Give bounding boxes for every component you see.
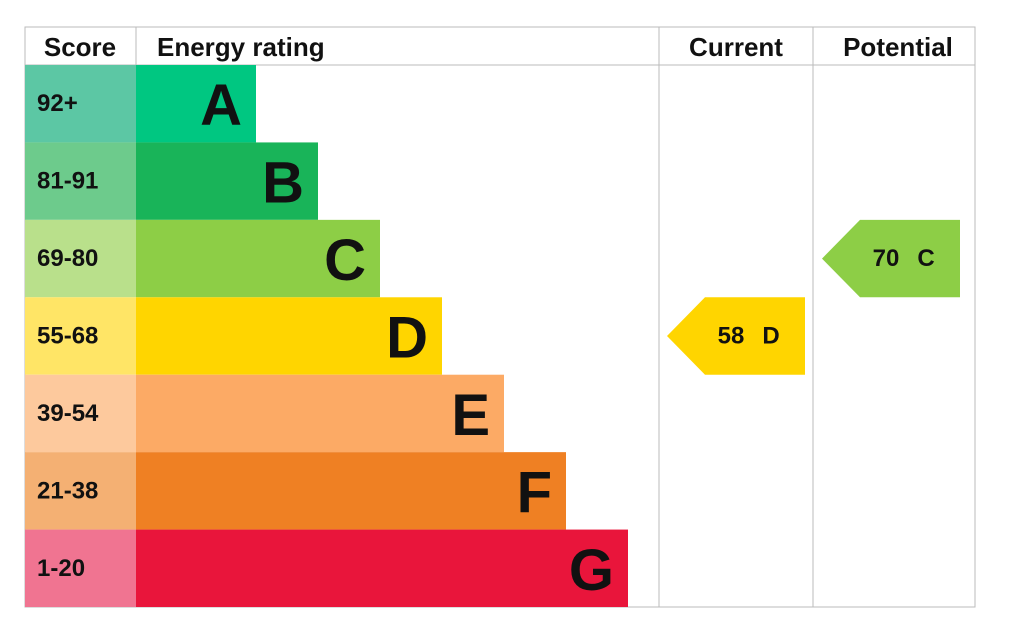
rating-letter: F <box>517 460 552 525</box>
rating-bar <box>136 529 628 607</box>
score-label: 81-91 <box>37 168 98 195</box>
rating-bar <box>136 452 566 530</box>
score-label: 1-20 <box>37 555 85 582</box>
score-cell <box>25 374 136 453</box>
score-label: 39-54 <box>37 400 99 427</box>
header-current: Current <box>689 32 783 62</box>
rating-letter: G <box>569 538 614 603</box>
rating-letter: B <box>262 151 304 216</box>
score-cell <box>25 219 136 298</box>
current-arrow <box>667 297 805 375</box>
rating-bar <box>136 374 504 453</box>
rating-bar <box>136 65 256 143</box>
potential-letter: C <box>917 245 934 272</box>
potential-arrow <box>822 219 960 298</box>
rating-bar <box>136 297 442 375</box>
score-cell <box>25 65 136 143</box>
rating-letter: E <box>451 383 490 448</box>
current-value: 58 <box>718 323 745 350</box>
rating-letter: C <box>324 228 366 293</box>
score-cell <box>25 297 136 375</box>
current-letter: D <box>762 323 779 350</box>
rating-letter: A <box>200 73 242 138</box>
score-label: 21-38 <box>37 477 98 504</box>
rating-bar <box>136 219 380 298</box>
score-label: 69-80 <box>37 245 98 272</box>
score-cell <box>25 529 136 607</box>
potential-value: 70 <box>873 245 900 272</box>
header-score: Score <box>44 32 116 62</box>
rating-letter: D <box>386 306 428 371</box>
header-potential: Potential <box>843 32 953 62</box>
score-label: 55-68 <box>37 323 98 350</box>
header-rating: Energy rating <box>157 32 325 62</box>
score-cell <box>25 142 136 220</box>
rating-bar <box>136 142 318 220</box>
score-label: 92+ <box>37 90 78 117</box>
score-cell <box>25 452 136 530</box>
